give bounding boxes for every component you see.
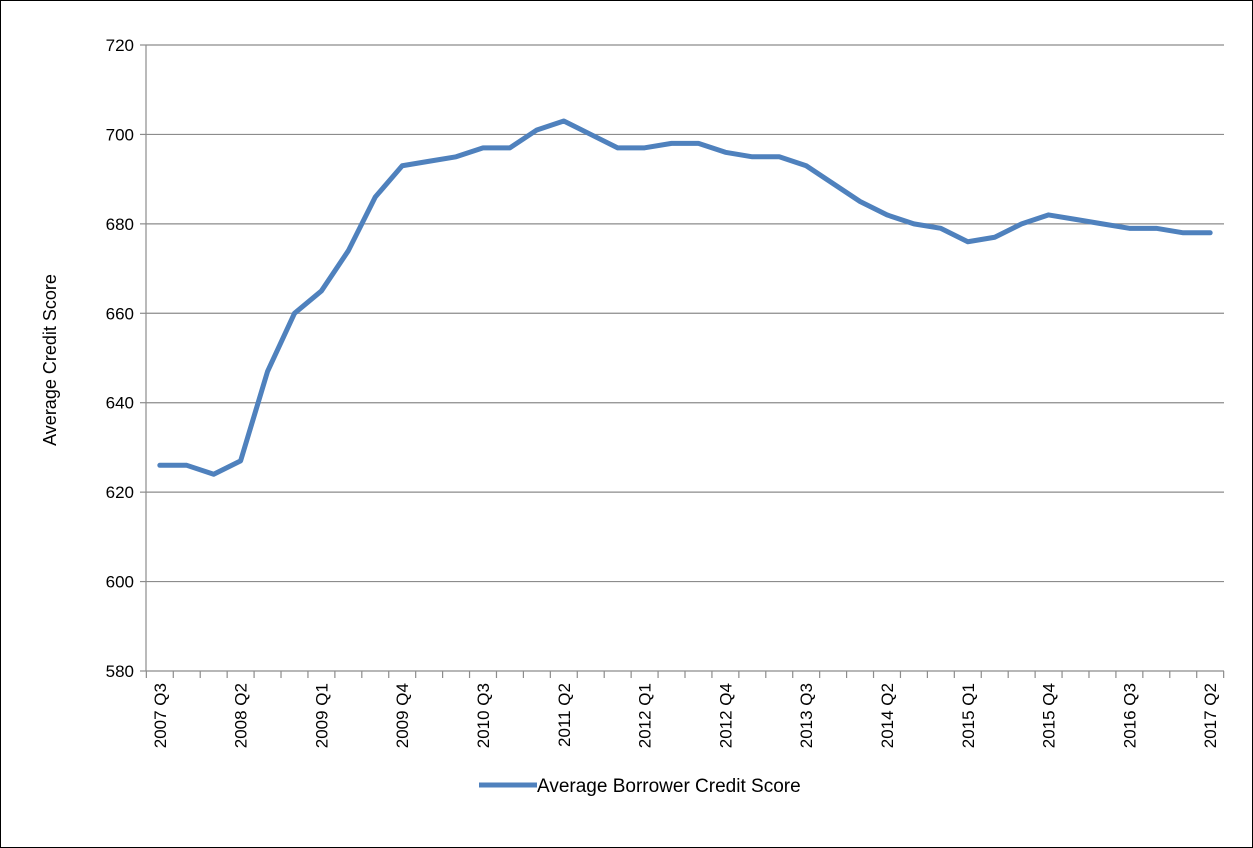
legend-label: Average Borrower Credit Score xyxy=(537,776,801,797)
x-tick-label: 2007 Q3 xyxy=(151,683,170,748)
y-tick-label: 720 xyxy=(106,36,134,55)
x-tick-label: 2009 Q4 xyxy=(393,683,412,748)
x-tick-label: 2017 Q2 xyxy=(1201,683,1220,748)
x-tick-label: 2014 Q2 xyxy=(878,683,897,748)
y-tick-label: 580 xyxy=(106,662,134,681)
y-axis-ticks: 580 600 620 640 660 680 700 720 xyxy=(106,36,146,681)
x-tick-label: 2015 Q1 xyxy=(959,683,978,748)
x-axis-ticks: 2007 Q3 2008 Q2 2009 Q1 2009 Q4 2010 Q3 2011 … xyxy=(145,671,1225,748)
x-tick-label: 2013 Q3 xyxy=(797,683,816,748)
x-tick-label: 2009 Q1 xyxy=(312,683,331,748)
x-tick-label: 2012 Q4 xyxy=(716,683,735,748)
y-tick-label: 700 xyxy=(106,125,134,144)
y-tick-label: 620 xyxy=(106,483,134,502)
y-axis-title: Average Credit Score xyxy=(40,274,60,446)
y-tick-label: 680 xyxy=(106,215,134,234)
y-tick-label: 660 xyxy=(106,304,134,323)
x-tick-label: 2008 Q2 xyxy=(232,683,251,748)
y-tick-label: 600 xyxy=(106,573,134,592)
x-tick-label: 2011 Q2 xyxy=(555,683,574,747)
gridlines xyxy=(146,44,1224,583)
series-line xyxy=(157,118,1213,477)
axes xyxy=(145,45,1224,672)
x-tick-label: 2015 Q4 xyxy=(1040,683,1059,748)
legend: Average Borrower Credit Score xyxy=(479,776,801,797)
series-layer xyxy=(157,118,1213,477)
x-tick-label: 2012 Q1 xyxy=(636,683,655,748)
y-tick-label: 640 xyxy=(106,394,134,413)
x-tick-label: 2010 Q3 xyxy=(474,683,493,748)
x-tick-label: 2016 Q3 xyxy=(1120,683,1139,748)
